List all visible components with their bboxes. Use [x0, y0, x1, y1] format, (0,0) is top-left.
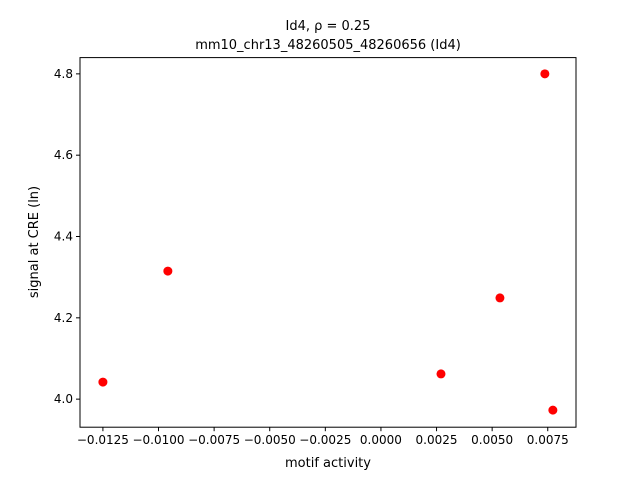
- plot-frame: [79, 57, 577, 428]
- chart-title: Id4, ρ = 0.25: [286, 19, 371, 34]
- x-tick-label: −0.0025: [299, 433, 351, 447]
- x-axis-label: motif activity: [285, 456, 371, 471]
- y-tick-label: 4.8: [54, 67, 73, 81]
- x-tick-label: −0.0100: [132, 433, 184, 447]
- y-tick-label: 4.2: [54, 311, 73, 325]
- y-tick-label: 4.6: [54, 148, 73, 162]
- point: [436, 369, 446, 379]
- x-tick-label: −0.0075: [188, 433, 240, 447]
- x-tick-label: −0.0125: [77, 433, 129, 447]
- x-tick-label: 0.0075: [527, 433, 569, 447]
- x-tick-label: 0.0050: [471, 433, 513, 447]
- y-tick-label: 4.0: [54, 392, 73, 406]
- chart-subtitle: mm10_chr13_48260505_48260656 (Id4): [195, 38, 461, 53]
- point: [163, 266, 173, 276]
- point: [540, 69, 550, 79]
- point: [495, 293, 505, 303]
- x-tick-label: 0.0025: [416, 433, 458, 447]
- x-tick-label: 0.0000: [360, 433, 402, 447]
- point: [98, 377, 108, 387]
- y-axis-label: signal at CRE (ln): [27, 186, 42, 298]
- point: [548, 405, 558, 415]
- y-tick-label: 4.4: [54, 230, 73, 244]
- x-tick-label: −0.0050: [244, 433, 296, 447]
